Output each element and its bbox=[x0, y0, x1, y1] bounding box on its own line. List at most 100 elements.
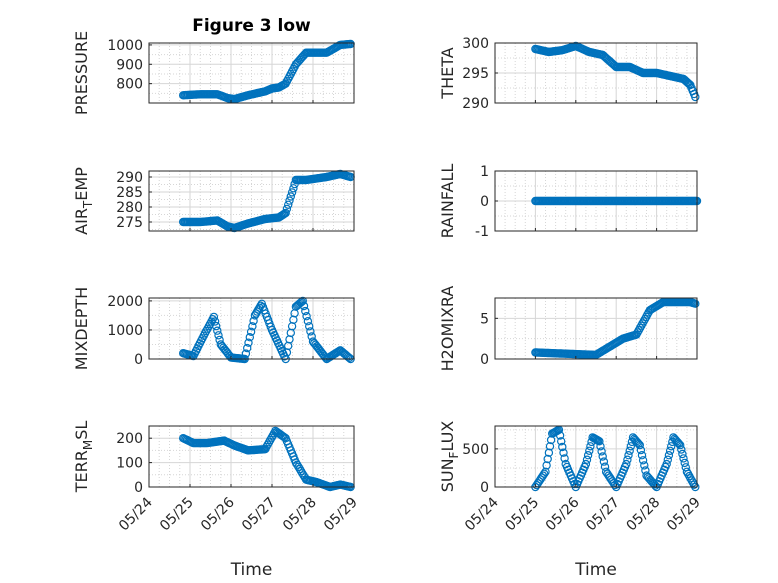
axes-box bbox=[148, 297, 355, 360]
data-point bbox=[299, 301, 309, 311]
data-point bbox=[209, 312, 219, 322]
data-point bbox=[213, 326, 222, 335]
y-tick-label: 295 bbox=[462, 66, 489, 82]
data-markers bbox=[531, 425, 700, 492]
y-tick-label: 900 bbox=[116, 57, 143, 73]
y-tick-label: 290 bbox=[462, 96, 489, 112]
y-tick-label: 100 bbox=[116, 456, 143, 472]
subplot-rainfall: -1 0 1 RAINFALL bbox=[438, 164, 702, 240]
y-tick-label: 300 bbox=[462, 36, 489, 52]
data-point bbox=[245, 333, 254, 342]
data-point bbox=[305, 322, 314, 331]
data-point bbox=[248, 322, 257, 331]
y-axis-label: RAINFALL bbox=[438, 164, 457, 239]
x-tick-label: 05/29 bbox=[664, 495, 704, 535]
data-markers bbox=[531, 41, 700, 102]
data-point bbox=[558, 442, 567, 452]
axes-box bbox=[494, 425, 698, 488]
y-tick-label: 800 bbox=[116, 77, 143, 93]
subplot-theta: 290 295 300 THETA bbox=[438, 36, 700, 112]
y-tick-label: 0 bbox=[134, 352, 143, 368]
data-point bbox=[286, 192, 295, 201]
axes-box bbox=[494, 297, 698, 360]
x-tick-label: 05/26 bbox=[543, 494, 583, 534]
x-axis-label: Time bbox=[574, 560, 617, 580]
data-point bbox=[249, 316, 258, 326]
data-point bbox=[597, 447, 606, 456]
data-point bbox=[640, 461, 649, 470]
chart-title: Figure 3 low bbox=[192, 16, 311, 36]
axes-box bbox=[148, 42, 355, 104]
data-point bbox=[285, 196, 294, 205]
x-tick-label: 05/24 bbox=[462, 494, 502, 534]
y-tick-label: 1000 bbox=[107, 323, 143, 339]
data-point bbox=[306, 327, 315, 336]
data-point bbox=[345, 353, 354, 363]
grid bbox=[148, 425, 355, 488]
data-point bbox=[637, 451, 647, 460]
data-point bbox=[210, 317, 220, 326]
y-tick-label: 280 bbox=[116, 200, 143, 216]
data-point bbox=[298, 296, 307, 306]
data-point bbox=[662, 459, 671, 469]
data-point bbox=[282, 204, 292, 214]
y-axis-label: THETA bbox=[438, 47, 457, 99]
data-point bbox=[673, 438, 683, 447]
y-tick-label: 200 bbox=[116, 431, 143, 447]
data-point bbox=[545, 442, 555, 451]
data-point bbox=[289, 184, 298, 193]
data-point bbox=[676, 440, 685, 450]
data-point bbox=[281, 208, 290, 218]
x-tick-label: 05/27 bbox=[239, 495, 279, 535]
y-tick-label: 285 bbox=[116, 185, 143, 201]
y-tick-label: -1 bbox=[475, 224, 489, 240]
axes-box bbox=[148, 170, 355, 232]
data-point bbox=[623, 455, 632, 464]
data-point bbox=[555, 431, 565, 440]
y-axis-label: MIXDEPTH bbox=[72, 287, 91, 370]
data-point bbox=[664, 451, 674, 460]
grid bbox=[494, 297, 698, 360]
data-point bbox=[677, 445, 686, 454]
x-tick-label: 05/24 bbox=[116, 494, 156, 534]
subplot-sun-flux: 0 500 05/24 05/25 05/26 05/27 05/28 05/29 SUNFLU… bbox=[438, 421, 704, 580]
data-point bbox=[303, 317, 313, 326]
data-point bbox=[211, 321, 221, 331]
data-point bbox=[665, 446, 675, 455]
y-tick-label: 1000 bbox=[107, 38, 143, 54]
subplot-h2omixra: 0 5 H2OMIXRA bbox=[438, 286, 700, 371]
data-point bbox=[667, 442, 676, 451]
subplot-terr-msl: 0 100 200 05/24 05/25 05/26 05/27 05/28 05/29 TER… bbox=[72, 421, 361, 580]
data-point bbox=[625, 446, 634, 455]
data-markers bbox=[178, 39, 355, 104]
data-point bbox=[559, 448, 568, 457]
data-point bbox=[585, 446, 594, 455]
data-point bbox=[557, 437, 566, 446]
axes-box bbox=[148, 425, 355, 488]
y-axis-label: SUNFLUX bbox=[438, 421, 461, 493]
data-point bbox=[544, 448, 554, 457]
data-markers bbox=[178, 296, 355, 364]
data-point bbox=[298, 469, 307, 478]
y-tick-label: 1 bbox=[480, 164, 489, 180]
data-point bbox=[214, 331, 223, 340]
x-tick-label: 05/27 bbox=[583, 495, 623, 535]
data-point bbox=[680, 458, 689, 468]
grid bbox=[148, 43, 355, 104]
data-point bbox=[679, 454, 688, 463]
data-point bbox=[622, 459, 631, 469]
y-tick-label: 0 bbox=[480, 194, 489, 210]
x-tick-label: 05/29 bbox=[321, 495, 361, 535]
y-tick-label: 290 bbox=[116, 170, 143, 186]
data-point bbox=[599, 457, 609, 466]
data-point bbox=[583, 451, 593, 460]
x-tick-label: 05/28 bbox=[280, 495, 320, 535]
data-point bbox=[541, 467, 550, 476]
data-point bbox=[691, 299, 700, 308]
data-point bbox=[284, 200, 293, 209]
data-point bbox=[586, 442, 595, 451]
data-markers bbox=[531, 196, 702, 206]
data-point bbox=[595, 437, 604, 446]
x-tick-label: 05/25 bbox=[502, 495, 542, 535]
